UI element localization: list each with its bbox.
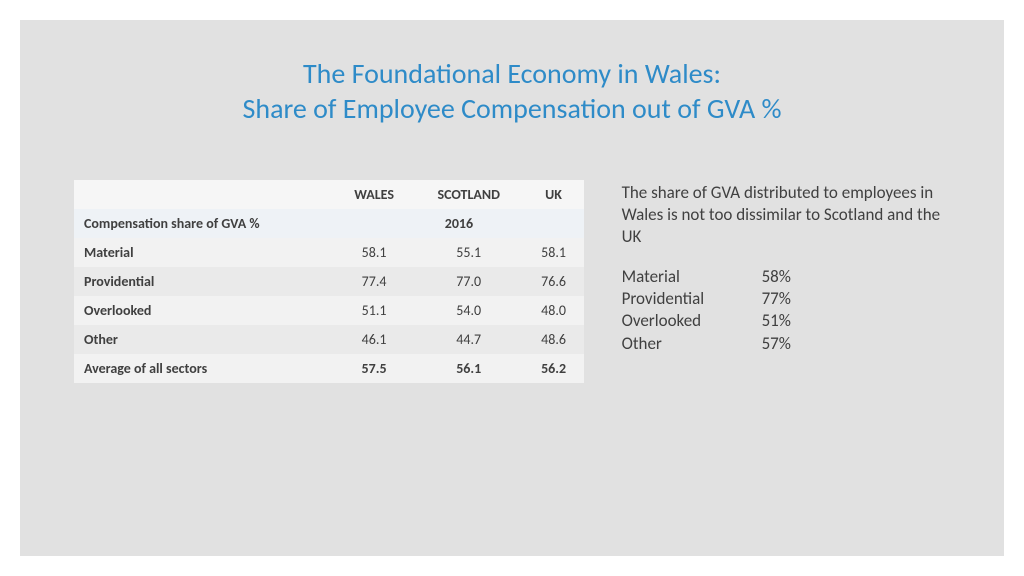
list-item: Other 57% [622,333,950,355]
list-key: Material [622,266,762,288]
list-key: Other [622,333,762,355]
cell: 56.1 [414,354,524,383]
cell: 48.6 [524,325,584,354]
list-val: 58% [762,266,822,288]
row-label: Other [74,325,334,354]
avg-label: Average of all sectors [74,354,334,383]
cell: 46.1 [334,325,414,354]
cell: 48.0 [524,296,584,325]
title-line-2: Share of Employee Compensation out of GV… [74,91,950,126]
side-text: The share of GVA distributed to employee… [622,180,950,383]
table-row: Other 46.1 44.7 48.6 [74,325,584,354]
cell: 54.0 [414,296,524,325]
col-head-scotland: SCOTLAND [414,180,524,209]
subhead-label: Compensation share of GVA % [74,209,334,238]
table-corner-cell [74,180,334,209]
cell: 58.1 [334,238,414,267]
data-table: WALES SCOTLAND UK Compensation share of … [74,180,584,383]
table-row: Providential 77.4 77.0 76.6 [74,267,584,296]
cell: 77.4 [334,267,414,296]
list-item: Material 58% [622,266,950,288]
cell: 58.1 [524,238,584,267]
list-item: Providential 77% [622,288,950,310]
table-row: Overlooked 51.1 54.0 48.0 [74,296,584,325]
side-intro: The share of GVA distributed to employee… [622,182,950,248]
table-header-row: WALES SCOTLAND UK [74,180,584,209]
table-subhead-row: Compensation share of GVA % 2016 [74,209,584,238]
cell: 56.2 [524,354,584,383]
list-val: 51% [762,310,822,332]
slide-title: The Foundational Economy in Wales: Share… [74,56,950,126]
cell: 57.5 [334,354,414,383]
cell: 77.0 [414,267,524,296]
col-head-uk: UK [524,180,584,209]
list-item: Overlooked 51% [622,310,950,332]
row-label: Providential [74,267,334,296]
slide: The Foundational Economy in Wales: Share… [20,20,1004,556]
cell: 76.6 [524,267,584,296]
cell: 51.1 [334,296,414,325]
row-label: Material [74,238,334,267]
list-val: 77% [762,288,822,310]
list-key: Overlooked [622,310,762,332]
content-area: WALES SCOTLAND UK Compensation share of … [74,180,950,383]
cell: 44.7 [414,325,524,354]
title-line-1: The Foundational Economy in Wales: [74,56,950,91]
list-key: Providential [622,288,762,310]
col-head-wales: WALES [334,180,414,209]
year-cell: 2016 [334,209,583,238]
side-list: Material 58% Providential 77% Overlooked… [622,266,950,354]
row-label: Overlooked [74,296,334,325]
list-val: 57% [762,333,822,355]
cell: 55.1 [414,238,524,267]
table-average-row: Average of all sectors 57.5 56.1 56.2 [74,354,584,383]
data-table-wrap: WALES SCOTLAND UK Compensation share of … [74,180,584,383]
table-row: Material 58.1 55.1 58.1 [74,238,584,267]
